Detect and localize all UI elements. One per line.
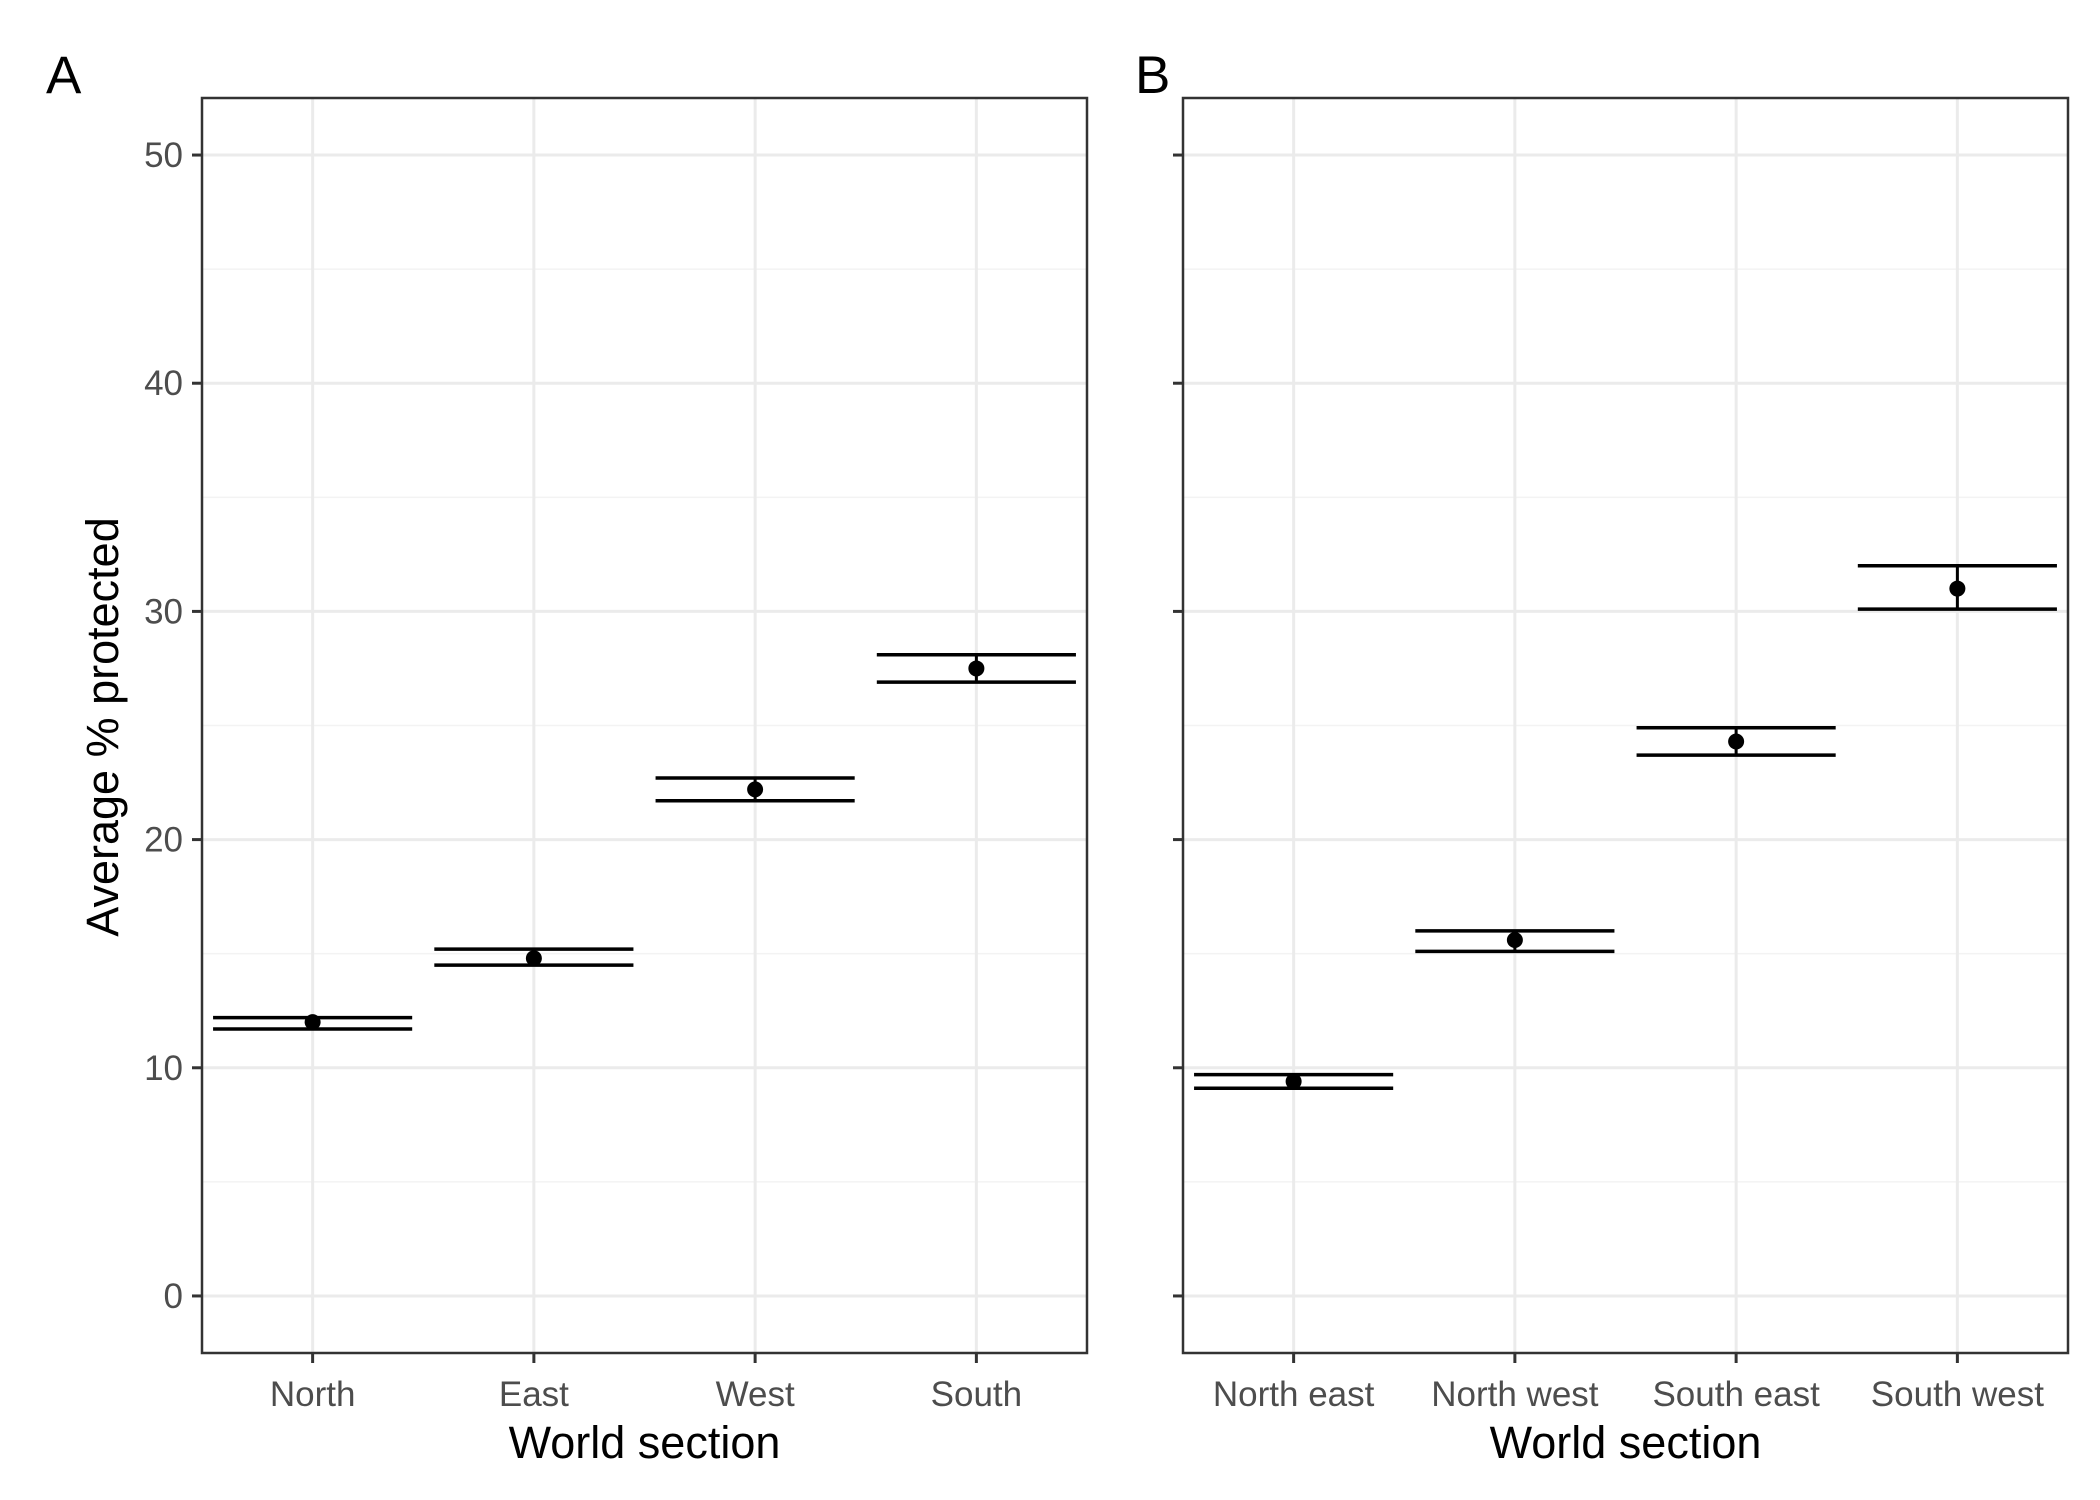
panel-frame	[1181, 96, 2070, 1355]
x-axis-title-a: World section	[509, 1417, 781, 1468]
data-point	[525, 950, 542, 967]
y-tick-label: 20	[144, 821, 183, 860]
x-axis-title-b: World section	[1490, 1417, 1762, 1468]
data-point	[968, 660, 985, 677]
data-point	[1506, 931, 1523, 948]
x-tick-label: East	[499, 1375, 569, 1414]
data-point	[1285, 1073, 1302, 1090]
panel-label-b: B	[1135, 46, 1170, 105]
x-tick-label: South west	[1871, 1375, 2044, 1414]
data-point	[304, 1014, 321, 1031]
panel-frame	[200, 96, 1089, 1355]
data-point	[1949, 580, 1966, 597]
x-tick-label: North east	[1213, 1375, 1375, 1414]
data-point	[747, 781, 764, 798]
panel-label-a: A	[46, 46, 82, 105]
x-tick-label: North	[270, 1375, 356, 1414]
data-point	[1728, 733, 1745, 750]
y-tick-label: 40	[144, 364, 183, 403]
x-tick-label: North west	[1431, 1375, 1599, 1414]
panel-a: 0 10 20 30 40 50 North East West South World secti…	[46, 46, 1089, 1468]
x-tick-label: South east	[1652, 1375, 1820, 1414]
x-tick-label: South	[931, 1375, 1022, 1414]
panel-b: North east North west South east South west…	[1135, 46, 2070, 1468]
y-tick-label: 10	[144, 1049, 183, 1088]
y-tick-label: 30	[144, 592, 183, 631]
y-axis-title: Average % protected	[77, 517, 128, 936]
y-tick-label: 0	[164, 1277, 183, 1316]
y-tick-label: 50	[144, 136, 183, 175]
x-tick-label: West	[716, 1375, 795, 1414]
